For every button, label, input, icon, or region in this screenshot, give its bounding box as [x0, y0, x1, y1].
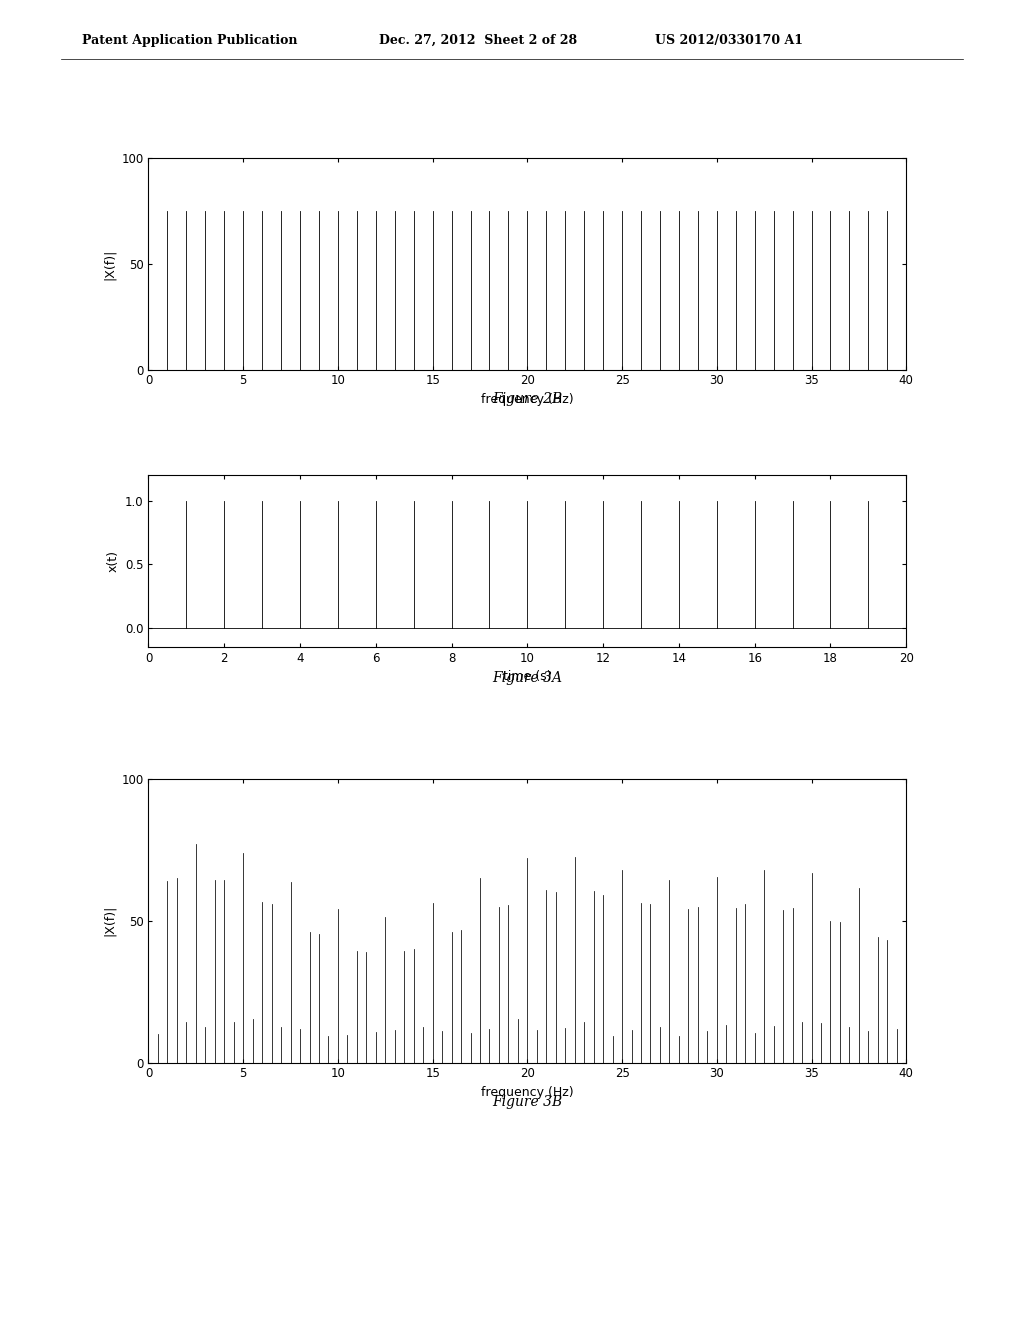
Y-axis label: |X(f)|: |X(f)|: [102, 248, 116, 280]
Y-axis label: |X(f)|: |X(f)|: [102, 906, 116, 936]
X-axis label: time (s): time (s): [503, 671, 552, 684]
X-axis label: frequency (Hz): frequency (Hz): [481, 1086, 573, 1100]
Text: Patent Application Publication: Patent Application Publication: [82, 33, 297, 46]
Text: Figure 3B: Figure 3B: [493, 1096, 562, 1109]
Y-axis label: x(t): x(t): [106, 550, 120, 572]
Text: Figure 2B: Figure 2B: [493, 392, 562, 405]
X-axis label: frequency (Hz): frequency (Hz): [481, 393, 573, 407]
Text: Figure 3A: Figure 3A: [493, 672, 562, 685]
Text: Dec. 27, 2012  Sheet 2 of 28: Dec. 27, 2012 Sheet 2 of 28: [379, 33, 577, 46]
Text: US 2012/0330170 A1: US 2012/0330170 A1: [655, 33, 804, 46]
